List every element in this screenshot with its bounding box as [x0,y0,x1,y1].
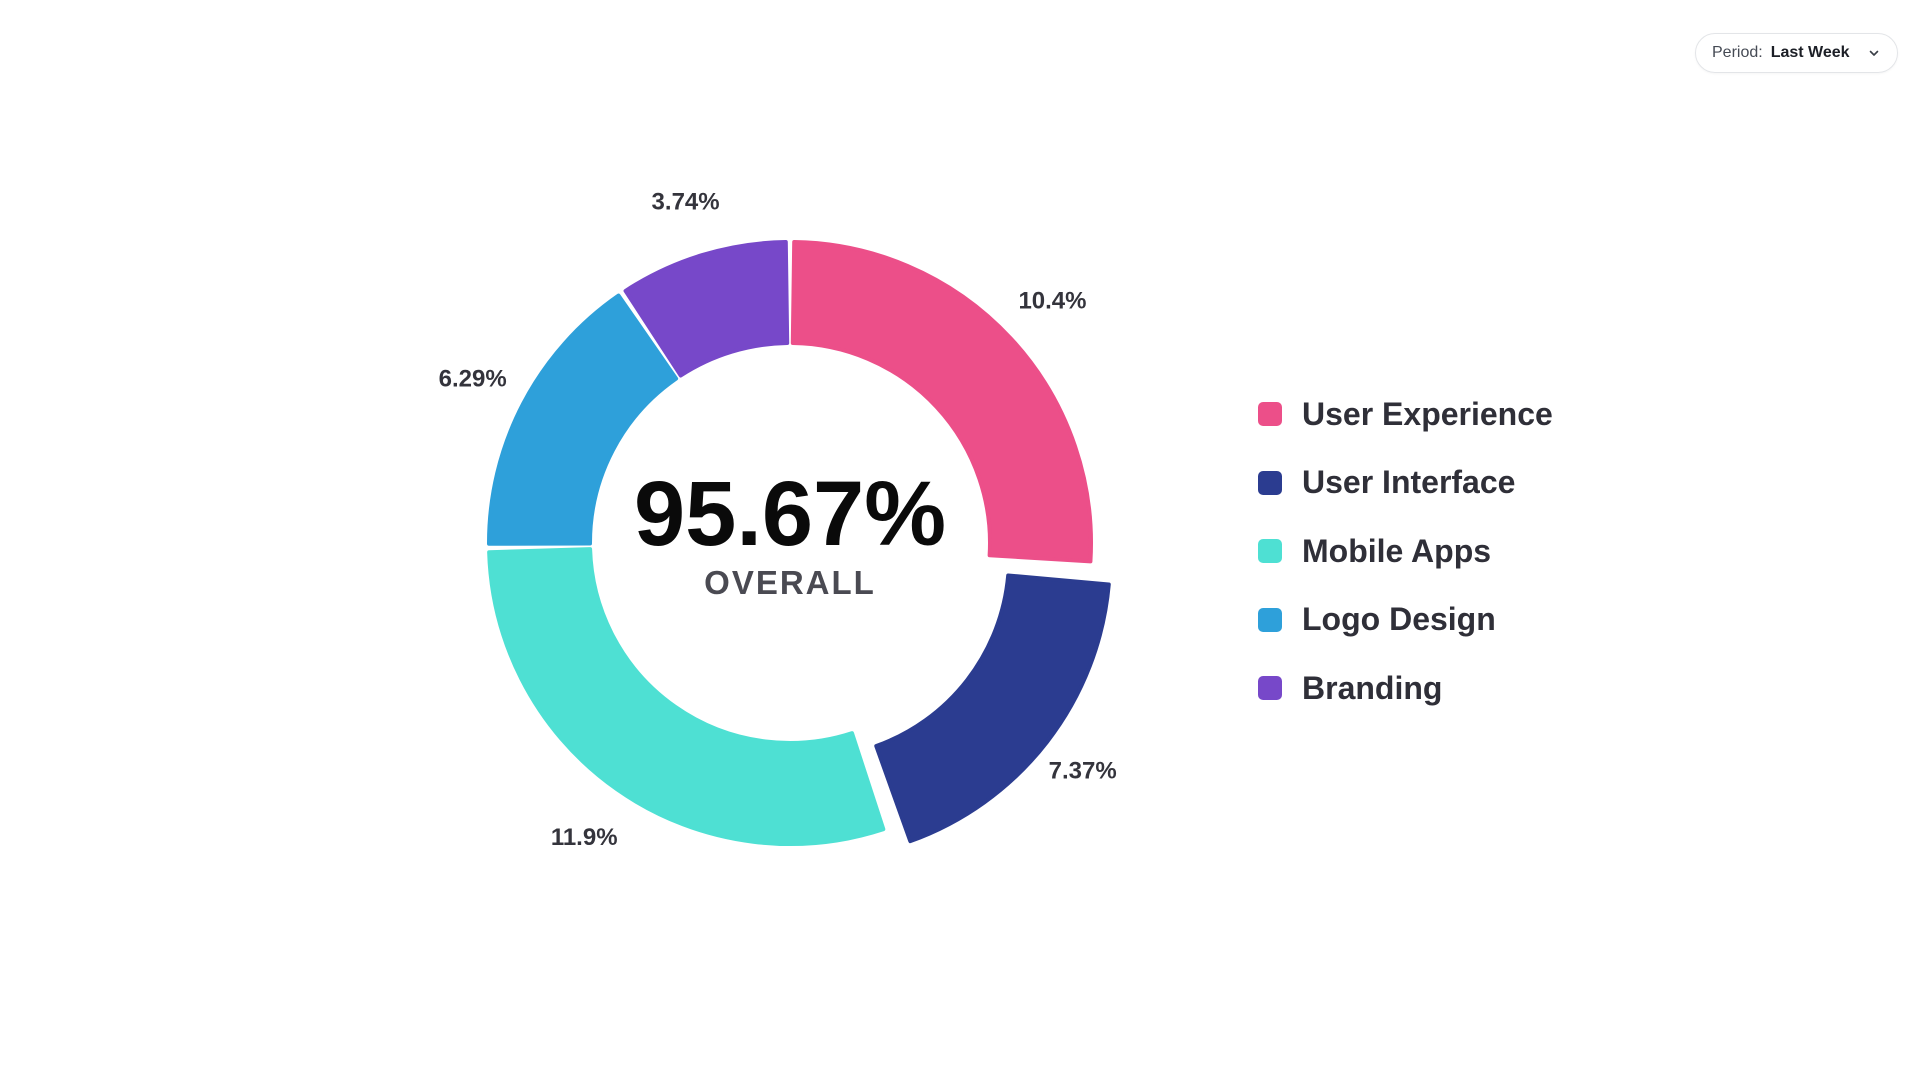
chevron-down-icon [1867,46,1881,60]
legend-label: User Interface [1302,464,1516,501]
legend-label: Mobile Apps [1302,532,1492,569]
slice-branding[interactable] [623,240,790,378]
slice-label-branding: 3.74% [652,189,720,216]
slice-label-user-interface: 7.37% [1049,757,1117,784]
period-select[interactable]: Period: Last Week [1695,33,1898,73]
slice-user-experience[interactable] [790,240,1093,564]
period-value: Last Week [1770,44,1850,61]
slice-label-logo-design: 6.29% [439,365,507,392]
legend-item-user-experience[interactable]: User Experience [1258,380,1553,449]
legend-label: Branding [1302,669,1443,706]
legend-label: User Experience [1302,395,1553,432]
legend-swatch [1258,607,1282,632]
center-value: 95.67% [634,463,946,565]
slice-user-interface[interactable] [874,573,1111,844]
legend-swatch [1258,676,1282,701]
legend-swatch [1258,402,1282,427]
slice-label-mobile-apps: 11.9% [551,824,618,851]
legend-item-branding[interactable]: Branding [1258,654,1553,723]
period-label: Period: [1712,44,1763,61]
center-caption: OVERALL [704,564,876,601]
legend-item-mobile-apps[interactable]: Mobile Apps [1258,517,1553,586]
legend-swatch [1258,470,1282,495]
legend-label: Logo Design [1302,601,1496,638]
slice-logo-design[interactable] [487,293,679,546]
slice-mobile-apps[interactable] [487,547,886,846]
slice-label-user-experience: 10.4% [1018,288,1086,315]
legend-item-user-interface[interactable]: User Interface [1258,449,1553,518]
legend-item-logo-design[interactable]: Logo Design [1258,586,1553,655]
legend: User Experience User Interface Mobile Apps… [1258,380,1553,723]
legend-swatch [1258,539,1282,564]
